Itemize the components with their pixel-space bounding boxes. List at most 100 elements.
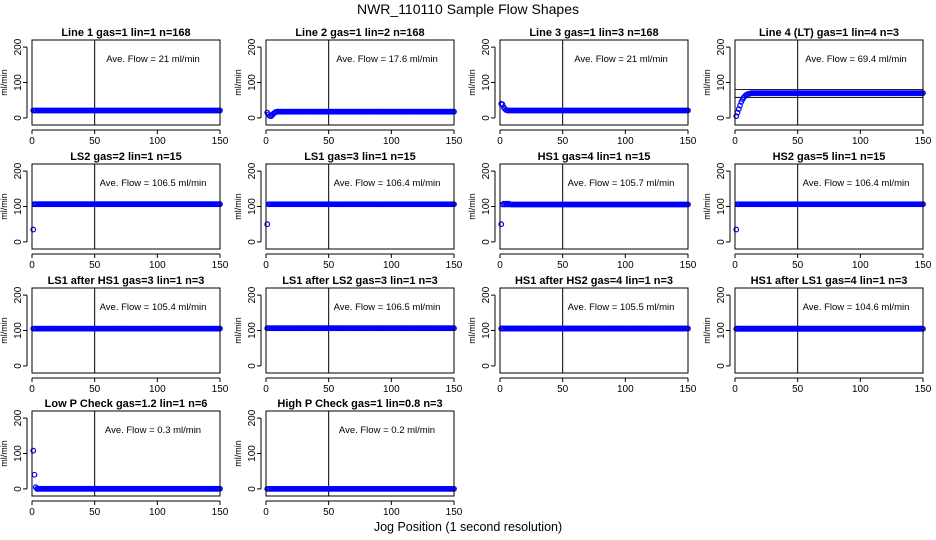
x-tick-label: 0: [732, 260, 738, 271]
y-axis: 0 100 200: [247, 162, 262, 245]
data-series: [498, 200, 691, 228]
panel-3: Line 3 gas=1 lin=3 n=168 0 100 200 ml/min 0 50…: [467, 27, 697, 147]
y-tick-label: 200: [13, 162, 24, 179]
data-point: [498, 221, 505, 228]
y-axis-label: ml/min: [233, 440, 243, 467]
data-point: [733, 226, 740, 233]
x-tick-label: 50: [792, 136, 804, 147]
x-tick-label: 150: [680, 260, 697, 271]
data-series: [733, 325, 926, 332]
average-flow-label: Ave. Flow = 0.3 ml/min: [105, 425, 201, 436]
y-tick-label: 100: [13, 445, 24, 462]
average-flow-label: Ave. Flow = 69.4 ml/min: [805, 54, 906, 65]
y-tick-label: 200: [247, 162, 258, 179]
x-axis: 0 50 100 150: [497, 253, 697, 271]
x-tick-label: 100: [852, 384, 869, 395]
panel-title: Line 1 gas=1 lin=1 n=168: [61, 27, 190, 39]
panels: Line 1 gas=1 lin=1 n=168 0 100 200 ml/min 0 50…: [0, 27, 932, 518]
panel-11: HS1 after HS2 gas=4 lin=1 n=3 0 100 200 ml/m…: [467, 275, 697, 395]
x-tick-label: 100: [383, 384, 400, 395]
plot-frame: [31, 163, 221, 250]
x-tick-label: 50: [557, 384, 569, 395]
x-tick-label: 100: [852, 260, 869, 271]
panel-title: Line 4 (LT) gas=1 lin=4 n=3: [759, 27, 899, 39]
y-tick-label: 200: [716, 162, 727, 179]
y-tick-label: 0: [481, 363, 492, 369]
x-tick-label: 50: [89, 260, 101, 271]
y-tick-label: 200: [716, 38, 727, 55]
x-tick-label: 150: [212, 136, 229, 147]
x-tick-label: 100: [852, 136, 869, 147]
x-tick-label: 150: [212, 260, 229, 271]
plot-frame: [499, 163, 689, 250]
y-axis: 0 100 200: [13, 38, 28, 121]
x-tick-label: 150: [915, 260, 932, 271]
x-tick-label: 100: [149, 507, 166, 518]
panel-6: LS1 gas=3 lin=1 n=15 0 100 200 ml/min 0 50 100 1…: [233, 151, 463, 271]
y-tick-label: 200: [716, 286, 727, 303]
y-tick-label: 100: [481, 198, 492, 215]
x-tick-label: 100: [149, 260, 166, 271]
y-tick-label: 100: [13, 74, 24, 91]
x-tick-label: 150: [212, 384, 229, 395]
data-point: [30, 226, 37, 233]
y-tick-label: 0: [481, 239, 492, 245]
panel-10: LS1 after LS2 gas=3 lin=1 n=3 0 100 200 ml/m…: [233, 275, 463, 395]
x-tick-label: 0: [29, 507, 35, 518]
y-tick-label: 0: [716, 239, 727, 245]
panel-title: Line 3 gas=1 lin=3 n=168: [529, 27, 658, 39]
y-tick-label: 100: [247, 198, 258, 215]
average-flow-label: Ave. Flow = 21 ml/min: [574, 54, 668, 65]
y-tick-label: 0: [13, 363, 24, 369]
x-axis: 0 50 100 150: [732, 253, 932, 271]
average-flow-label: Ave. Flow = 21 ml/min: [106, 54, 200, 65]
y-axis: 0 100 200: [481, 286, 496, 369]
y-axis-label: ml/min: [702, 317, 712, 344]
y-tick-label: 0: [13, 486, 24, 492]
panel-9: LS1 after HS1 gas=3 lin=1 n=3 0 100 200 ml/m…: [0, 275, 229, 395]
y-axis: 0 100 200: [247, 38, 262, 121]
average-flow-label: Ave. Flow = 106.5 ml/min: [100, 178, 207, 189]
panel-2: Line 2 gas=1 lin=2 n=168 0 100 200 ml/min 0 50…: [233, 27, 463, 147]
x-axis: 0 50 100 150: [29, 377, 229, 395]
y-tick-label: 100: [13, 198, 24, 215]
x-tick-label: 50: [557, 136, 569, 147]
y-axis: 0 100 200: [481, 162, 496, 245]
plot-frame: [734, 39, 924, 126]
y-tick-label: 100: [716, 74, 727, 91]
x-axis: 0 50 100 150: [263, 253, 463, 271]
x-tick-label: 0: [497, 384, 503, 395]
y-tick-label: 0: [247, 363, 258, 369]
panel-title: Line 2 gas=1 lin=2 n=168: [295, 27, 424, 39]
y-tick-label: 200: [247, 409, 258, 426]
y-axis: 0 100 200: [481, 38, 496, 121]
y-tick-label: 0: [247, 239, 258, 245]
x-tick-label: 50: [557, 260, 569, 271]
x-tick-label: 100: [617, 136, 634, 147]
x-tick-label: 100: [149, 384, 166, 395]
y-tick-label: 100: [247, 445, 258, 462]
data-series: [498, 100, 691, 114]
panel-title: Low P Check gas=1.2 lin=1 n=6: [45, 398, 208, 410]
average-flow-label: Ave. Flow = 106.5 ml/min: [334, 302, 441, 313]
x-tick-label: 50: [323, 260, 335, 271]
x-axis: 0 50 100 150: [29, 500, 229, 518]
y-axis-label: ml/min: [0, 440, 9, 467]
x-tick-label: 50: [323, 136, 335, 147]
x-tick-label: 150: [446, 136, 463, 147]
y-tick-label: 200: [247, 38, 258, 55]
y-axis-label: ml/min: [233, 69, 243, 96]
x-axis: 0 50 100 150: [263, 129, 463, 147]
y-tick-label: 100: [247, 322, 258, 339]
y-tick-label: 200: [481, 286, 492, 303]
average-flow-label: Ave. Flow = 104.6 ml/min: [803, 302, 910, 313]
y-tick-label: 100: [716, 322, 727, 339]
y-axis: 0 100 200: [247, 286, 262, 369]
x-tick-label: 100: [149, 136, 166, 147]
y-tick-label: 100: [481, 74, 492, 91]
data-series: [264, 108, 457, 120]
x-tick-label: 50: [792, 384, 804, 395]
data-series: [733, 90, 926, 120]
plot-frame: [265, 410, 455, 497]
